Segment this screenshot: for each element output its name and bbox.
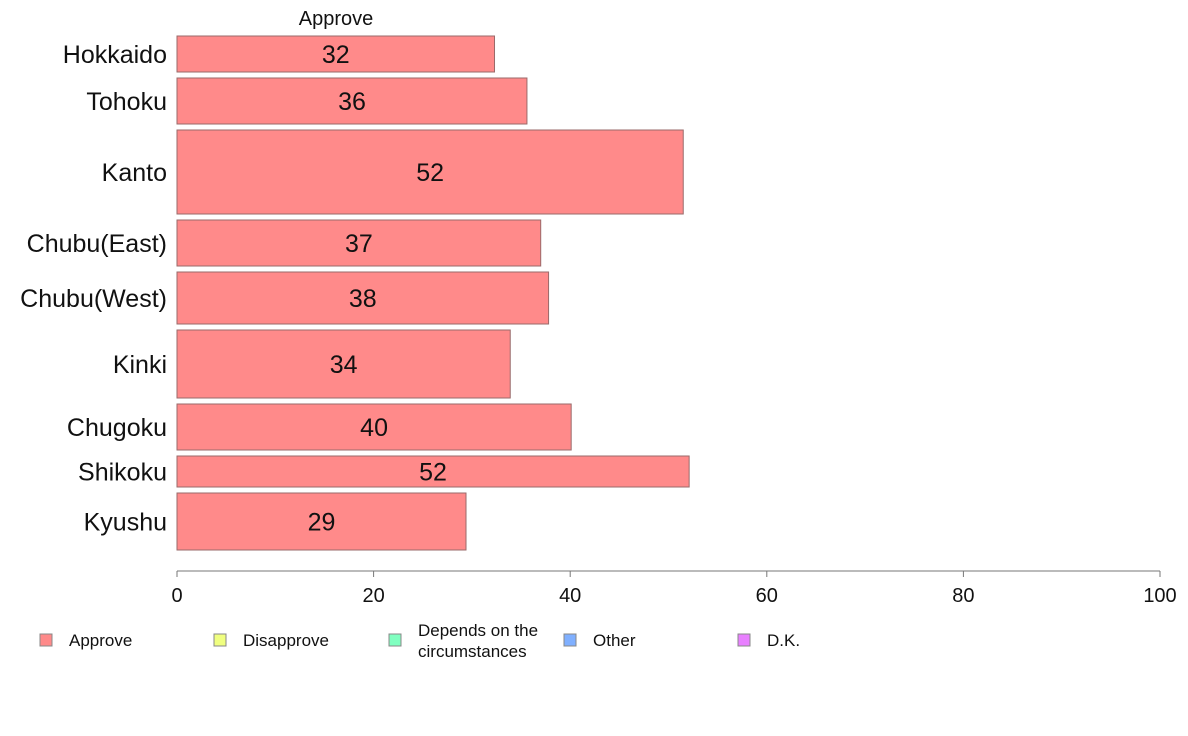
x-tick-label-60: 60 [756, 585, 778, 607]
category-label-kinki: Kinki [113, 351, 167, 379]
category-label-kanto: Kanto [102, 159, 167, 187]
category-label-chubu-east: Chubu(East) [27, 230, 167, 258]
legend-swatch-other [563, 633, 577, 647]
bar-approve-kyushu [176, 492, 467, 551]
legend-label-depends-on-the-circumstances-line-1: Depends on the [418, 621, 538, 640]
legend-swatch-approve [39, 633, 53, 647]
legend-label-d-k: D.K. [767, 631, 800, 650]
bar-label-approve-tohoku: 36 [338, 88, 366, 116]
bar-label-approve-hokkaido: 32 [322, 41, 350, 69]
category-label-shikoku: Shikoku [78, 459, 167, 487]
category-labels: Hokkaido Tohoku Kanto Chubu(East) Chubu(West… [20, 41, 167, 537]
legend-item-disapprove: Disapprove [213, 631, 329, 650]
category-label-kyushu: Kyushu [84, 509, 167, 537]
category-label-chugoku: Chugoku [67, 414, 167, 442]
legend-item-d-k: D.K. [737, 631, 800, 650]
bar-approve-shikoku [176, 455, 690, 488]
bar-label-approve-kanto: 52 [416, 159, 444, 187]
bars-layer: 32 36 52 37 38 34 40 52 29 [176, 35, 690, 551]
legend-swatch-depends-on-the-circumstances [388, 633, 402, 647]
bar-approve-chubu-east [176, 219, 542, 267]
legend-swatch-d-k [737, 633, 751, 647]
legend: Approve Disapprove Depends on the circumsta… [39, 621, 800, 661]
category-label-chubu-west: Chubu(West) [20, 285, 167, 313]
bar-label-approve-shikoku: 52 [419, 459, 447, 487]
legend-item-other: Other [563, 631, 636, 650]
bar-approve-tohoku [176, 77, 528, 125]
series-column-title: Approve [299, 8, 374, 30]
x-axis: 0 20 40 60 80 100 [171, 570, 1177, 607]
legend-label-depends-on-the-circumstances-line-2: circumstances [418, 642, 527, 661]
x-tick-label-40: 40 [559, 585, 581, 607]
x-tick-label-80: 80 [952, 585, 974, 607]
bar-approve-chugoku [176, 403, 572, 451]
bar-label-approve-chugoku: 40 [360, 414, 388, 442]
legend-label-other: Other [593, 631, 636, 650]
x-tick-label-20: 20 [362, 585, 384, 607]
bar-approve-chubu-west [176, 271, 550, 325]
legend-label-approve: Approve [69, 631, 132, 650]
bar-label-approve-chubu-west: 38 [349, 285, 377, 313]
legend-item-approve: Approve [39, 631, 132, 650]
legend-item-depends-on-the-circumstances: Depends on the circumstances [388, 621, 538, 661]
bar-label-approve-chubu-east: 37 [345, 230, 373, 258]
bar-approve-hokkaido [176, 35, 496, 73]
bar-approve-kanto [176, 129, 684, 215]
category-label-tohoku: Tohoku [86, 88, 167, 116]
x-tick-label-100: 100 [1143, 585, 1176, 607]
bar-label-approve-kinki: 34 [330, 351, 358, 379]
category-label-hokkaido: Hokkaido [63, 41, 167, 69]
legend-swatch-disapprove [213, 633, 227, 647]
legend-label-disapprove: Disapprove [243, 631, 329, 650]
bar-approve-kinki [176, 329, 511, 399]
x-tick-label-0: 0 [171, 585, 182, 607]
bar-label-approve-kyushu: 29 [308, 509, 336, 537]
